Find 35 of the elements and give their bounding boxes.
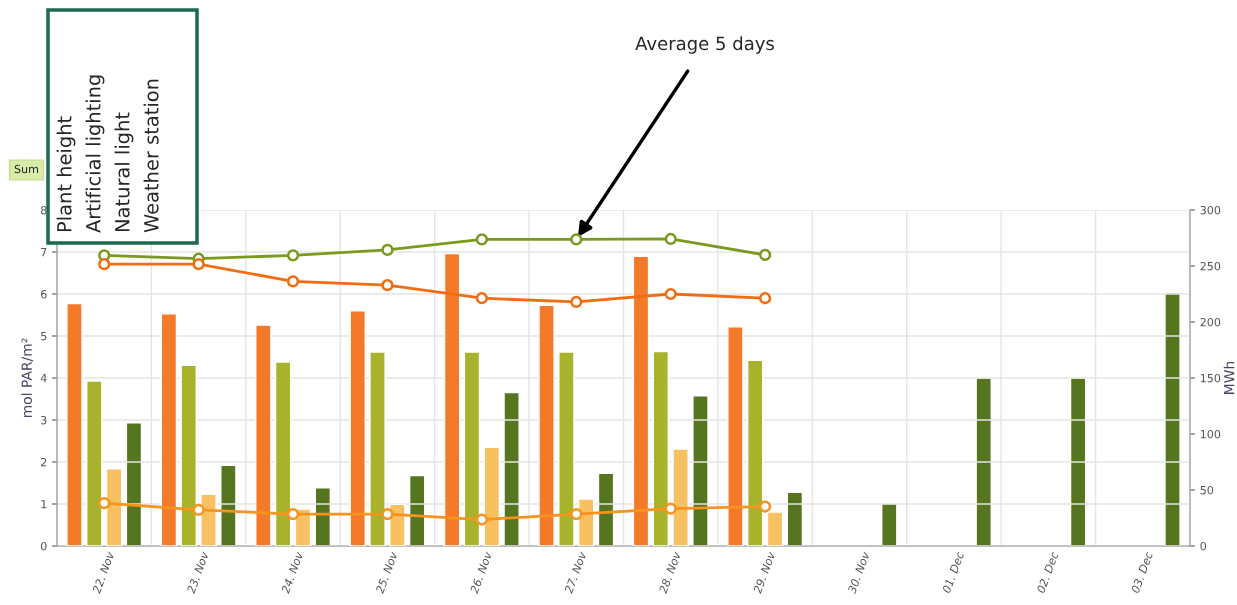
x-tick-label: 29. Nov [752, 550, 776, 595]
y-tick-label: 7 [41, 248, 47, 257]
annotation: Plant height [56, 116, 76, 232]
y2-tick-label: 100 [1200, 429, 1221, 439]
y2-tick-label: 150 [1200, 373, 1221, 383]
y2-tick-label: 50 [1200, 485, 1214, 495]
annotation: Artificial lighting [85, 75, 105, 233]
x-tick-label: 28. Nov [658, 550, 682, 595]
y-tick-label: 3 [41, 415, 47, 425]
y2-tick-label: 300 [1200, 205, 1221, 215]
y2-tick-label: 200 [1200, 317, 1221, 327]
y-tick-label: 6 [40, 289, 47, 299]
y-tick-label: 4 [40, 374, 47, 383]
x-tick-label: 01. Dec [941, 551, 965, 594]
x-tick-label: 24. Nov [280, 550, 304, 595]
annotation: Average 5 days [635, 36, 774, 54]
x-tick-label: 02. Dec [1036, 551, 1059, 594]
y-tick-label: 5 [41, 332, 47, 341]
x-tick-label: 22. Nov [92, 550, 115, 595]
x-tick-label: 26. Nov [469, 550, 493, 595]
annotation: Weather station [143, 79, 159, 233]
y-tick-label: 0 [40, 541, 47, 551]
y2-tick-label: 0 [1200, 541, 1207, 551]
x-tick-label: 27. Nov [564, 550, 587, 595]
y-tick-label: 1 [41, 500, 47, 509]
y2-axis-title: MWh [1223, 361, 1235, 394]
text: Sum [14, 164, 38, 174]
x-tick-label: 25. Nov [375, 550, 398, 595]
y-axis-title: mol PAR/m² [21, 338, 34, 418]
y-tick-label: 2 [41, 457, 47, 467]
annotation: Natural light [114, 112, 134, 232]
x-tick-label: 03. Dec [1130, 551, 1154, 594]
x-tick-label: 23. Nov [186, 550, 210, 595]
y2-tick-label: 250 [1200, 261, 1221, 271]
x-tick-label: 30. Nov [847, 550, 870, 595]
